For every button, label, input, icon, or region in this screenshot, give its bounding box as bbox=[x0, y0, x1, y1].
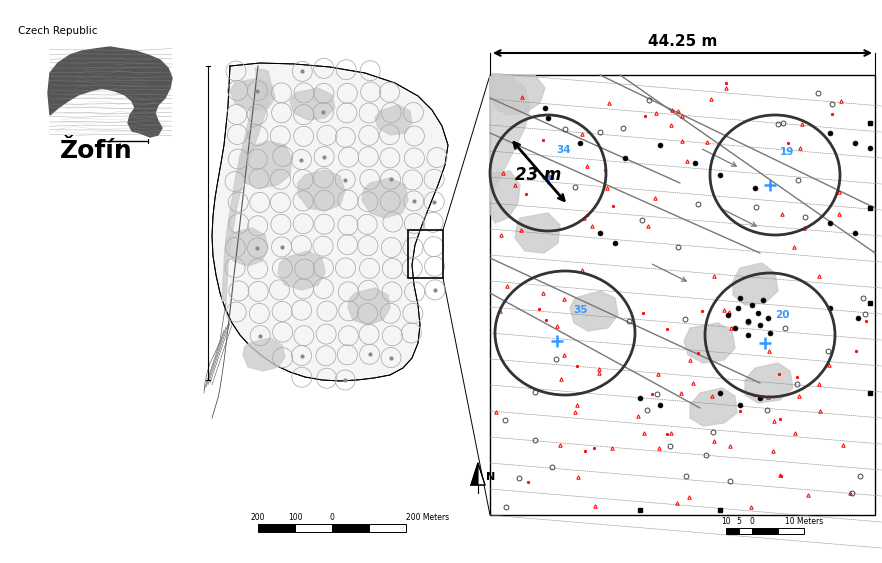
Bar bbox=[258, 524, 295, 532]
Text: 0: 0 bbox=[330, 513, 334, 522]
Polygon shape bbox=[490, 171, 520, 223]
Polygon shape bbox=[490, 75, 545, 115]
Text: Žofín: Žofín bbox=[60, 139, 133, 163]
Polygon shape bbox=[745, 363, 793, 403]
Bar bbox=[739, 528, 752, 534]
Polygon shape bbox=[298, 170, 345, 211]
Bar bbox=[332, 524, 369, 532]
Polygon shape bbox=[290, 88, 335, 120]
Text: 34: 34 bbox=[556, 145, 571, 155]
Text: 20: 20 bbox=[775, 310, 789, 320]
Text: 19: 19 bbox=[780, 147, 795, 157]
Polygon shape bbox=[230, 78, 275, 111]
Text: Czech Republic: Czech Republic bbox=[18, 26, 98, 36]
Polygon shape bbox=[733, 263, 778, 305]
Text: 44.25 m: 44.25 m bbox=[647, 34, 717, 49]
Polygon shape bbox=[243, 338, 285, 371]
Polygon shape bbox=[471, 463, 478, 485]
Text: 200: 200 bbox=[250, 513, 265, 522]
Text: 35: 35 bbox=[573, 305, 587, 315]
Text: 10: 10 bbox=[721, 517, 731, 526]
Polygon shape bbox=[515, 213, 560, 253]
Polygon shape bbox=[684, 323, 735, 363]
Polygon shape bbox=[478, 463, 485, 485]
Polygon shape bbox=[570, 291, 618, 331]
Polygon shape bbox=[48, 47, 172, 137]
Text: 0: 0 bbox=[750, 517, 754, 526]
Text: 100: 100 bbox=[288, 513, 303, 522]
Bar bbox=[369, 524, 406, 532]
Bar bbox=[490, 75, 875, 515]
Text: 5: 5 bbox=[736, 517, 742, 526]
Text: N: N bbox=[486, 472, 496, 482]
Polygon shape bbox=[690, 388, 737, 426]
Bar bbox=[752, 528, 778, 534]
Text: 23 m: 23 m bbox=[515, 166, 561, 184]
Text: 200 Meters: 200 Meters bbox=[406, 513, 449, 522]
Polygon shape bbox=[348, 288, 390, 325]
Text: 10 Meters: 10 Meters bbox=[785, 517, 823, 526]
Polygon shape bbox=[238, 141, 292, 188]
Polygon shape bbox=[278, 251, 325, 290]
Bar bbox=[778, 528, 804, 534]
Polygon shape bbox=[212, 63, 448, 381]
Bar bbox=[726, 528, 739, 534]
Polygon shape bbox=[222, 68, 272, 301]
Bar bbox=[408, 230, 443, 278]
Polygon shape bbox=[375, 105, 412, 135]
Polygon shape bbox=[226, 228, 268, 266]
Polygon shape bbox=[362, 178, 408, 218]
Polygon shape bbox=[490, 75, 530, 203]
Bar bbox=[295, 524, 332, 532]
